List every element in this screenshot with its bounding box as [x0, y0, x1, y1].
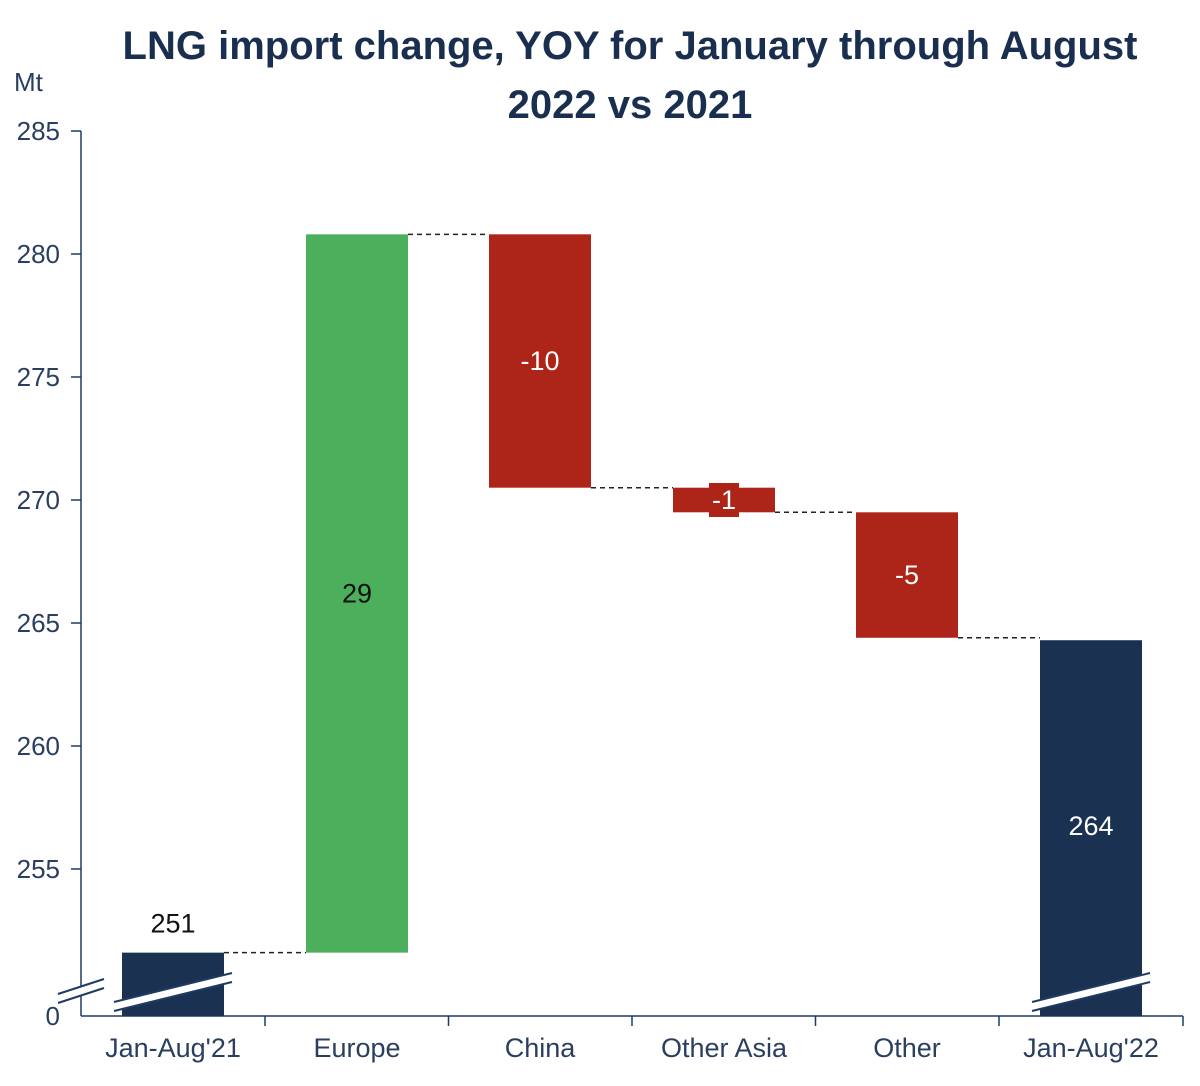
x-category-label: Europe — [313, 1033, 400, 1063]
chart-title-line-2: 2022 vs 2021 — [508, 83, 753, 127]
data-label-box — [709, 483, 739, 517]
bar-china — [489, 234, 591, 488]
y-tick-label: 265 — [17, 608, 60, 638]
x-category-label: Jan-Aug'21 — [105, 1033, 241, 1063]
bars — [113, 234, 1151, 1016]
bar-europe — [306, 234, 408, 953]
data-label: -5 — [895, 560, 919, 590]
data-label: 251 — [150, 909, 195, 939]
y-axis-break-mark — [57, 978, 105, 1004]
bar-rect — [1040, 640, 1142, 1016]
axes: 285 280 275 270 265 260 255 0 Jan-Aug'21 Europe Ch… — [17, 116, 1184, 1063]
bar-jan-aug-21 — [113, 952, 233, 1016]
y-tick-label: 275 — [17, 362, 60, 392]
bar-rect — [489, 234, 591, 488]
data-label: -1 — [712, 485, 736, 515]
y-tick-label: 260 — [17, 731, 60, 761]
y-tick-label: 285 — [17, 116, 60, 146]
data-label: 29 — [342, 578, 372, 608]
bar-rect — [306, 234, 408, 953]
data-label: -10 — [520, 346, 559, 376]
bar-break-mark — [113, 972, 233, 1012]
y-tick-label: 270 — [17, 485, 60, 515]
bar-jan-aug-22 — [1031, 640, 1151, 1016]
x-category-label: Jan-Aug'22 — [1023, 1033, 1159, 1063]
bar-break-mark — [1031, 972, 1151, 1012]
y-tick-label: 280 — [17, 239, 60, 269]
x-category-label: Other Asia — [661, 1033, 788, 1063]
connector-lines — [224, 233, 1040, 954]
labels: 251 29 -10 -1 -5 264 — [150, 346, 1113, 939]
x-category-label: Other — [873, 1033, 941, 1063]
y-tick-label-zero: 0 — [46, 1001, 60, 1031]
x-category-label: China — [505, 1033, 577, 1063]
bar-other — [856, 512, 958, 638]
bar-rect — [856, 512, 958, 638]
y-tick-label: 255 — [17, 854, 60, 884]
chart-title-line-1: LNG import change, YOY for January throu… — [123, 24, 1138, 68]
y-axis-unit-label: Mt — [14, 67, 44, 97]
data-label: 264 — [1068, 811, 1113, 841]
